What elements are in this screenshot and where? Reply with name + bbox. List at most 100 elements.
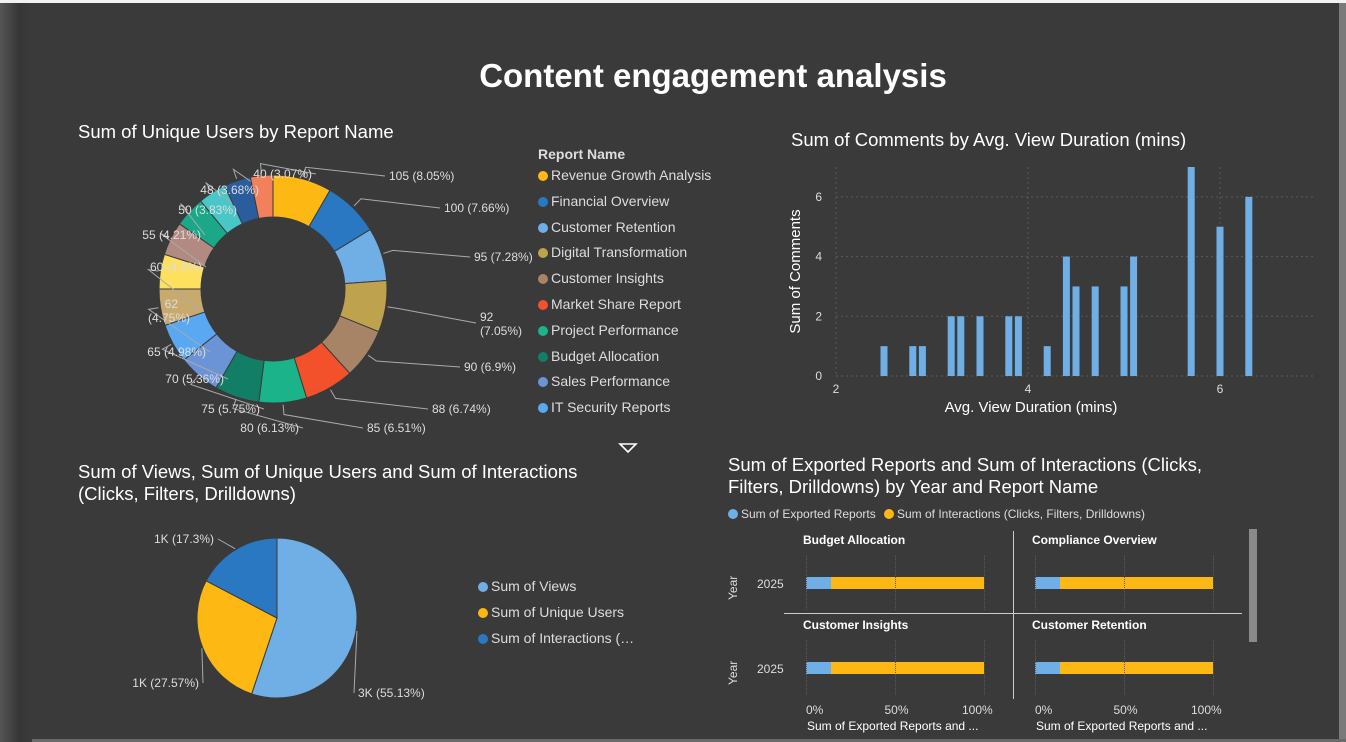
- donut-legend-title: Report Name: [538, 146, 626, 162]
- smallmult-title-line2: Filters, Drilldowns) by Year and Report …: [728, 476, 1099, 497]
- histogram-title: Sum of Comments by Avg. View Duration (m…: [791, 129, 1187, 150]
- histogram-bar[interactable]: [1187, 167, 1195, 376]
- pie-slice[interactable]: [251, 537, 358, 699]
- legend-dot-icon: [478, 634, 488, 644]
- histogram-bar[interactable]: [880, 346, 888, 376]
- pie-data-label: 3K (55.13%): [358, 686, 425, 700]
- histogram-bar[interactable]: [918, 346, 926, 376]
- donut-legend-item[interactable]: IT Security Reports: [538, 399, 671, 415]
- histogram-bar[interactable]: [1130, 256, 1138, 376]
- histogram-bar[interactable]: [1043, 346, 1051, 376]
- donut-leader-line: [146, 268, 203, 313]
- smallmult-legend-label: Sum of Interactions (Clicks, Filters, Dr…: [897, 507, 1146, 521]
- donut-legend-label: Financial Overview: [551, 192, 670, 209]
- pie-slice[interactable]: [205, 537, 278, 619]
- histogram-bar[interactable]: [947, 316, 955, 376]
- pie-chart[interactable]: 3K (55.13%) 1K (27.57%) 1K (17.3%): [94, 520, 454, 720]
- donut-leader-line: [387, 306, 477, 324]
- smallmult-scrollbar[interactable]: [1249, 529, 1257, 642]
- donut-leader-line: [353, 198, 441, 209]
- pie-legend-item[interactable]: Sum of Views: [478, 578, 576, 594]
- donut-legend-item[interactable]: Digital Transformation: [538, 244, 687, 260]
- donut-leader-line: [383, 249, 471, 258]
- donut-legend-item[interactable]: Financial Overview: [538, 193, 669, 209]
- donut-data-label: 65 (4.98%): [147, 345, 206, 359]
- donut-legend-item[interactable]: Market Share Report: [538, 296, 681, 312]
- exported-reports-bar[interactable]: [806, 577, 831, 589]
- pie-legend-item[interactable]: Sum of Interactions (…: [478, 630, 634, 646]
- donut-data-label: 100 (7.66%): [444, 201, 509, 215]
- pie-legend-item[interactable]: Sum of Unique Users: [478, 604, 624, 620]
- histogram-bar[interactable]: [909, 346, 917, 376]
- smallmult-title-line1: Sum of Exported Reports and Sum of Inter…: [728, 454, 1203, 475]
- histogram-bar[interactable]: [1005, 316, 1013, 376]
- donut-legend-label: Customer Insights: [551, 270, 664, 287]
- x-tick-label: 0%: [1035, 703, 1053, 717]
- panel-gridline: [1035, 555, 1036, 610]
- donut-legend-item[interactable]: Project Performance: [538, 322, 679, 338]
- donut-data-label: 92: [480, 310, 494, 324]
- histogram-bar[interactable]: [1072, 286, 1080, 376]
- panel-title: Customer Retention: [1032, 618, 1147, 632]
- histogram-bar[interactable]: [1216, 226, 1224, 376]
- donut-data-label: 50 (3.83%): [178, 203, 237, 217]
- panel-gridline: [1213, 640, 1214, 695]
- exported-reports-bar[interactable]: [1035, 577, 1060, 589]
- pie-legend-label: Sum of Views: [491, 578, 577, 594]
- donut-legend-label: Digital Transformation: [551, 244, 688, 261]
- donut-legend-item[interactable]: Sales Performance: [538, 373, 670, 389]
- exported-reports-bar[interactable]: [1035, 662, 1060, 674]
- donut-legend-item[interactable]: Customer Insights: [538, 270, 664, 286]
- donut-leader-line: [282, 404, 364, 429]
- legend-dot-icon: [538, 196, 548, 207]
- donut-title: Sum of Unique Users by Report Name: [78, 121, 394, 142]
- interactions-bar[interactable]: [830, 577, 984, 589]
- exported-reports-bar[interactable]: [806, 662, 831, 674]
- donut-legend-item[interactable]: Revenue Growth Analysis: [538, 167, 711, 183]
- interactions-bar[interactable]: [830, 662, 984, 674]
- histogram-bar[interactable]: [1245, 196, 1253, 376]
- interactions-bar[interactable]: [1059, 577, 1213, 589]
- smallmult-legend-item[interactable]: Sum of Exported Reports: [728, 507, 876, 521]
- donut-chart[interactable]: 105 (8.05%) 100 (7.66%) 95 (7.28%) 92(7.05%…: [84, 155, 544, 445]
- donut-data-label: 40 (3.07%): [253, 167, 312, 181]
- pie-leader-line: [217, 538, 236, 550]
- histogram-bar[interactable]: [1014, 316, 1022, 376]
- x-tick-label: 2: [833, 382, 840, 396]
- donut-legend-item[interactable]: Customer Retention: [538, 219, 676, 235]
- smallmult-chart[interactable]: Budget Allocation 2025 Year Compliance Over…: [724, 527, 1264, 737]
- x-axis-title: Avg. View Duration (mins): [945, 399, 1118, 416]
- donut-legend-item[interactable]: Budget Allocation: [538, 348, 659, 364]
- donut-data-label: (7.05%): [480, 324, 522, 338]
- window-top-strip: [0, 0, 1346, 3]
- pie-data-label: 1K (17.3%): [154, 532, 214, 546]
- panel-gridline: [895, 555, 896, 610]
- donut-slice[interactable]: [249, 174, 274, 220]
- histogram-bar[interactable]: [1091, 286, 1099, 376]
- smallmult-legend-item[interactable]: Sum of Interactions (Clicks, Filters, Dr…: [884, 507, 1145, 521]
- legend-dot-icon: [538, 377, 548, 388]
- histogram-bar[interactable]: [1062, 256, 1070, 376]
- histogram-bar[interactable]: [1120, 286, 1128, 376]
- donut-leader-line: [180, 203, 206, 236]
- year-tick-label: 2025: [757, 662, 784, 676]
- interactions-bar[interactable]: [1059, 662, 1213, 674]
- panel-gridline: [806, 640, 807, 695]
- histogram-bar[interactable]: [957, 316, 965, 376]
- pie-leader-line: [201, 648, 204, 684]
- right-border: [1339, 3, 1346, 742]
- donut-leader-line: [259, 163, 317, 175]
- x-tick-label: 4: [1025, 382, 1032, 396]
- donut-legend-label: Sales Performance: [551, 373, 671, 390]
- pie-slice[interactable]: [196, 580, 278, 695]
- x-tick-label: 100%: [962, 703, 993, 717]
- x-tick-label: 100%: [1191, 703, 1222, 717]
- smallmult-legend-label: Sum of Exported Reports: [741, 507, 876, 521]
- histogram-bar[interactable]: [976, 316, 984, 376]
- legend-dot-icon: [538, 325, 548, 336]
- chevron-down-icon[interactable]: [618, 442, 638, 454]
- panel-divider-horizontal: [784, 613, 1242, 614]
- y-tick-label: 2: [815, 309, 822, 323]
- legend-dot-icon: [538, 351, 548, 362]
